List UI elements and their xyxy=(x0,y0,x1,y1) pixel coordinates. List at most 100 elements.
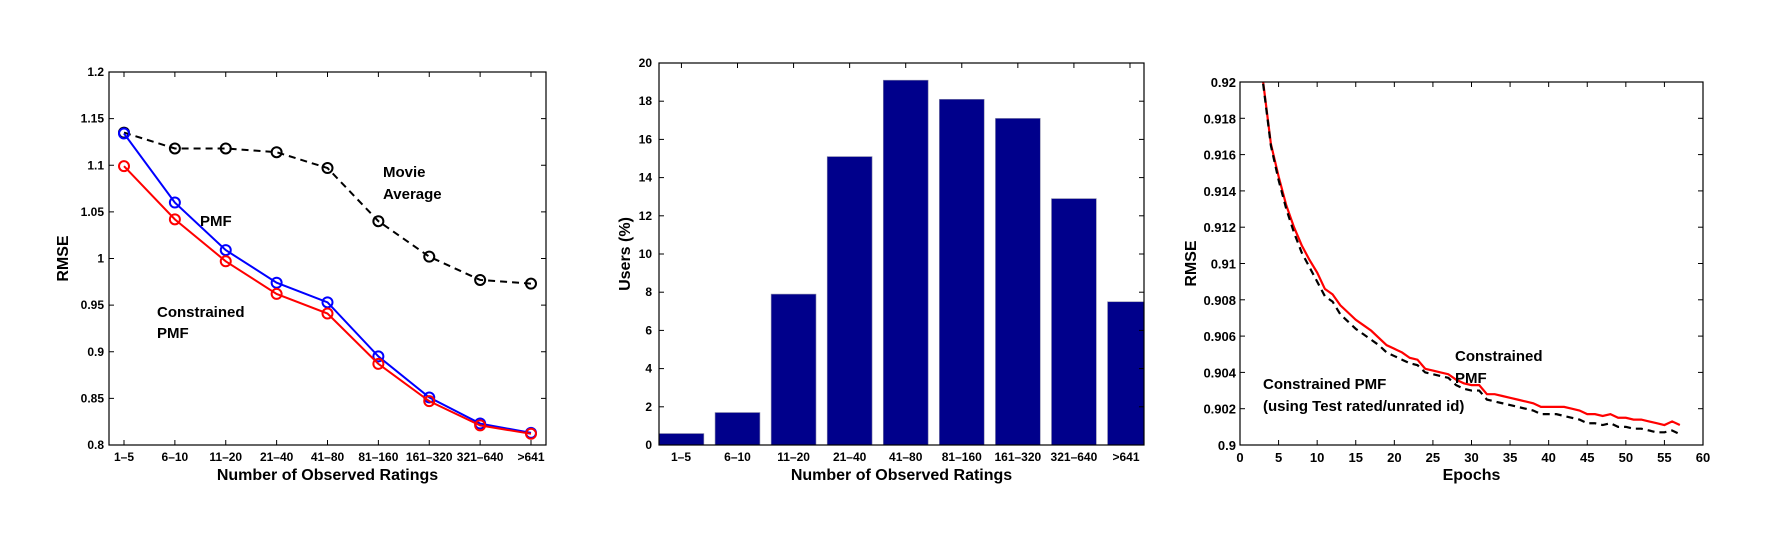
x-tick-label: 161–320 xyxy=(994,450,1041,464)
x-tick-label: 321–640 xyxy=(1051,450,1098,464)
annotation-constrained-pmf-test-id: (using Test rated/unrated id) xyxy=(1263,398,1464,415)
bar xyxy=(658,433,705,446)
x-tick-label: 35 xyxy=(1503,450,1517,465)
annotation-constrained-pmf-test-id: Constrained PMF xyxy=(1263,376,1386,393)
y-tick-label: 0.91 xyxy=(1211,257,1236,272)
y-tick-label: 12 xyxy=(639,209,653,223)
series-line-1 xyxy=(123,132,532,434)
bar xyxy=(995,118,1041,446)
circle-marker xyxy=(525,277,537,290)
x-tick-label: 21–40 xyxy=(260,450,294,464)
y-tick-label: 0.9 xyxy=(87,345,104,359)
plot-frame xyxy=(108,71,547,446)
y-tick-label: 0.904 xyxy=(1203,365,1236,380)
series-line-0 xyxy=(1262,82,1681,427)
x-tick-label: 10 xyxy=(1310,450,1324,465)
x-axis-label: Number of Observed Ratings xyxy=(217,467,438,484)
x-tick-label: 11–20 xyxy=(777,450,810,464)
circle-marker xyxy=(321,307,334,320)
x-tick-label: >641 xyxy=(1112,450,1139,464)
circle-marker xyxy=(270,287,283,300)
circle-marker xyxy=(219,255,232,268)
x-tick-label: 11–20 xyxy=(209,450,242,464)
annotation-pmf: PMF xyxy=(200,213,232,230)
y-tick-label: 16 xyxy=(639,132,653,146)
y-tick-label: 6 xyxy=(645,323,652,337)
x-tick-label: 50 xyxy=(1619,450,1633,465)
x-tick-label: 25 xyxy=(1426,450,1440,465)
circle-marker xyxy=(321,162,334,175)
circle-marker xyxy=(168,196,181,209)
x-tick-label: 60 xyxy=(1696,450,1710,465)
bar xyxy=(714,412,761,446)
circle-marker xyxy=(423,395,436,408)
circle-marker xyxy=(372,215,385,228)
x-tick-label: 5 xyxy=(1275,450,1282,465)
y-tick-label: 0.912 xyxy=(1203,220,1236,235)
annotation-movie-average: Average xyxy=(383,186,442,203)
bar xyxy=(882,79,929,446)
circle-marker xyxy=(219,244,232,257)
series-line-2 xyxy=(123,165,532,435)
y-tick-label: 0.9 xyxy=(1218,438,1236,453)
x-tick-label: 161–320 xyxy=(406,450,453,464)
y-tick-label: 0.906 xyxy=(1203,329,1236,344)
circle-marker xyxy=(423,250,436,263)
y-axis-label: Users (%) xyxy=(617,217,634,291)
x-tick-label: 81–160 xyxy=(358,450,398,464)
bar xyxy=(1107,301,1145,446)
circle-marker xyxy=(270,276,283,289)
x-tick-label: 40 xyxy=(1541,450,1555,465)
circle-marker xyxy=(118,127,130,140)
rmse-by-epochs-line-chart: 0.9 0.902 0.904 0.906 0.908 0.91 0.912 0.914 0.9… xyxy=(1183,75,1710,484)
circle-marker xyxy=(321,296,334,309)
y-tick-label: 0.916 xyxy=(1203,148,1236,163)
annotation-constrained-pmf: PMF xyxy=(157,325,189,342)
bar xyxy=(826,156,873,446)
x-tick-label: >641 xyxy=(517,450,544,464)
y-tick-label: 0.908 xyxy=(1203,293,1236,308)
y-tick-label: 1.15 xyxy=(81,112,105,126)
circle-marker xyxy=(168,142,181,155)
y-tick-label: 0.85 xyxy=(81,391,105,405)
users-by-ratings-bar-chart: 0 2 4 6 8 10 12 14 16 18 20 1–5 6–10 11–20 21–40 41–80 8… xyxy=(617,56,1145,484)
x-tick-label: 81–160 xyxy=(942,450,982,464)
y-axis-label: RMSE xyxy=(1183,240,1200,287)
x-tick-label: 6–10 xyxy=(724,450,751,464)
y-tick-label: 0.92 xyxy=(1211,75,1236,90)
x-tick-label: 20 xyxy=(1387,450,1401,465)
y-tick-label: 2 xyxy=(645,400,652,414)
x-tick-label: 1–5 xyxy=(671,450,691,464)
x-tick-label: 6–10 xyxy=(162,450,189,464)
y-tick-label: 14 xyxy=(639,171,653,185)
y-tick-label: 18 xyxy=(639,94,653,108)
x-axis-label: Epochs xyxy=(1443,467,1501,484)
circle-marker xyxy=(372,350,385,363)
y-tick-label: 0.95 xyxy=(81,298,105,312)
y-tick-label: 0.8 xyxy=(87,438,104,452)
y-tick-label: 0.914 xyxy=(1203,184,1236,199)
y-axis-label: RMSE xyxy=(55,235,72,282)
x-tick-label: 321–640 xyxy=(457,450,504,464)
x-axis-label: Number of Observed Ratings xyxy=(791,467,1012,484)
x-tick-label: 15 xyxy=(1349,450,1363,465)
annotation-constrained-pmf: Constrained xyxy=(1455,348,1543,365)
y-tick-label: 0 xyxy=(645,438,652,452)
y-tick-label: 1.1 xyxy=(87,158,104,172)
y-tick-label: 10 xyxy=(639,247,653,261)
y-tick-label: 8 xyxy=(645,285,652,299)
circle-marker xyxy=(168,213,181,226)
circle-marker xyxy=(474,273,487,286)
y-tick-label: 1.2 xyxy=(87,65,104,79)
series-line-1 xyxy=(1262,83,1681,436)
x-tick-label: 30 xyxy=(1464,450,1478,465)
x-tick-label: 1–5 xyxy=(114,450,134,464)
x-tick-label: 55 xyxy=(1657,450,1671,465)
x-tick-label: 45 xyxy=(1580,450,1594,465)
circle-marker xyxy=(372,357,385,370)
series-line-0 xyxy=(123,131,532,285)
y-tick-label: 20 xyxy=(639,56,653,70)
circle-marker xyxy=(525,427,537,440)
y-tick-label: 0.918 xyxy=(1203,111,1236,126)
